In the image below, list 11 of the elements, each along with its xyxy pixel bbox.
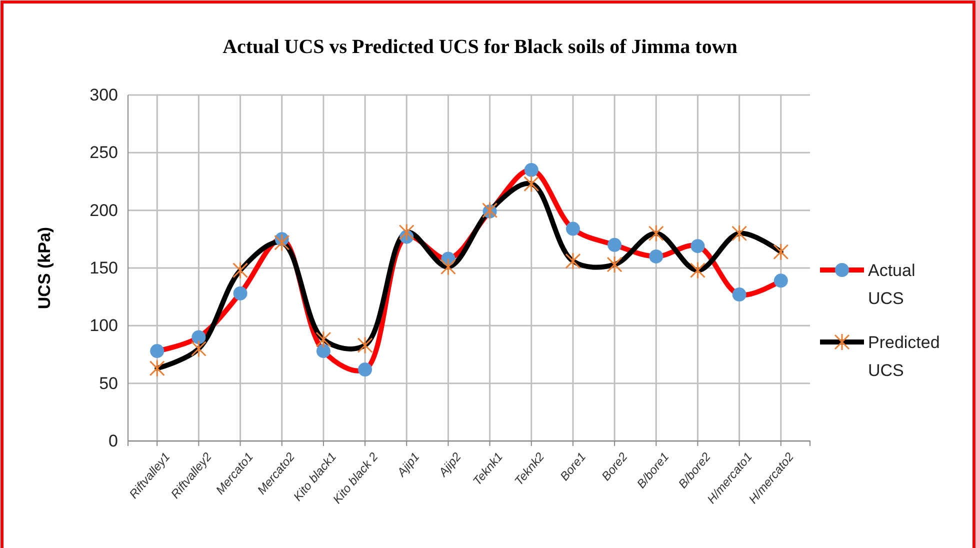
y-tick-label: 150 [90,258,118,278]
y-tick-label: 200 [90,200,118,220]
chart-title: Actual UCS vs Predicted UCS for Black soils of Jimma town [222,36,738,58]
legend-label: Actual UCS [868,261,916,308]
y-tick-label: 50 [99,374,118,393]
y-tick-label: 100 [90,316,118,336]
legend-label: Predicted UCS [868,333,940,380]
y-axis-title: UCS (kPa) [35,226,54,310]
y-tick-label: 0 [108,431,118,450]
y-tick-label: 250 [90,143,118,162]
y-tick-label: 300 [90,85,118,104]
